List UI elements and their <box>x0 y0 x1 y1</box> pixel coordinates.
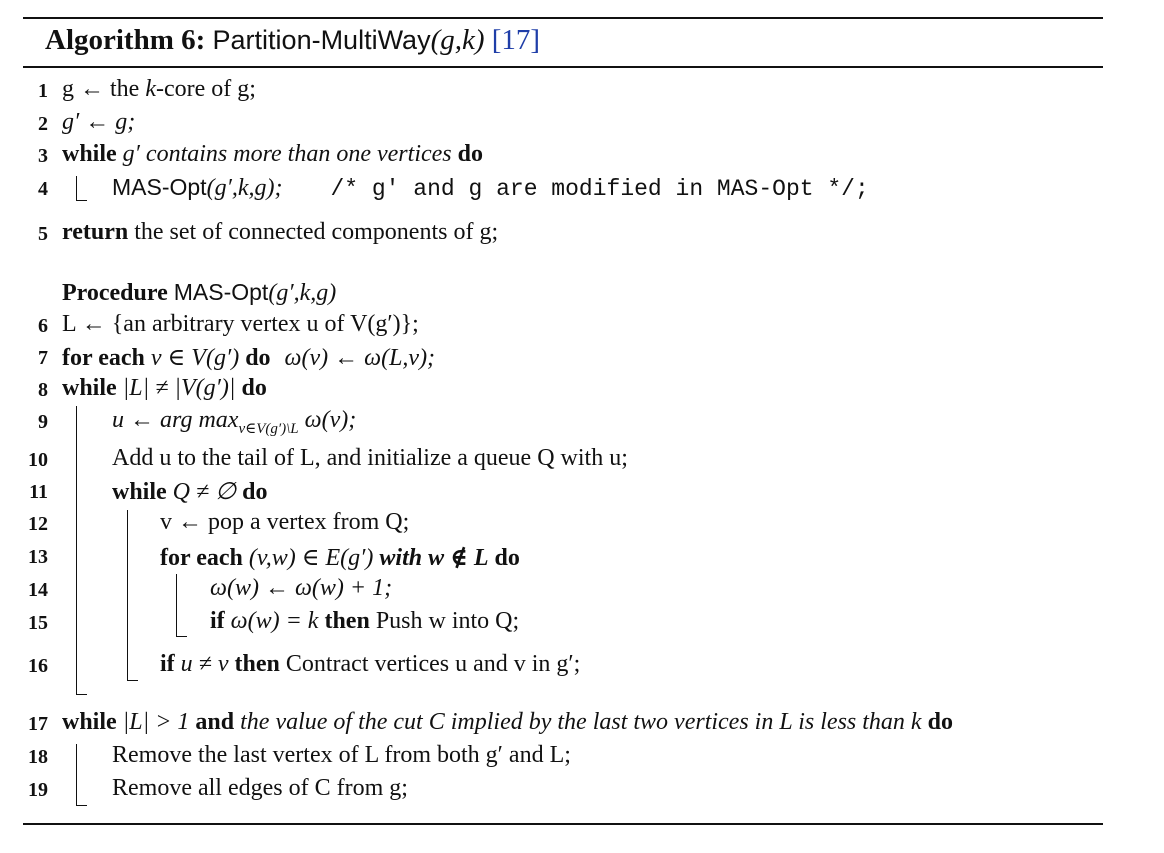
code-line-19: Remove all edges of C from g; <box>112 775 408 801</box>
line-text: -core of g; <box>155 76 256 102</box>
code-line-9: u ← arg maxv∈V(g′)\L ω(v); <box>112 407 356 438</box>
line-text: u ≠ v <box>180 651 229 677</box>
code-line-5: return the set of connected components o… <box>62 219 498 246</box>
line-number: 7 <box>38 347 48 369</box>
block-bar <box>76 406 87 695</box>
line-text: v ∈ V(g′) <box>150 345 240 371</box>
keyword: if <box>210 608 225 634</box>
keyword: do <box>927 709 953 735</box>
line-text: |L| ≠ |V(g′)| <box>122 375 236 401</box>
line-number: 13 <box>28 546 48 568</box>
code-line-11: while Q ≠ ∅ do <box>112 477 267 506</box>
code-line-8: while |L| ≠ |V(g′)| do <box>62 375 267 402</box>
line-number: 14 <box>28 579 48 601</box>
code-line-17: while |L| > 1 and the value of the cut C… <box>62 709 953 736</box>
line-number: 16 <box>28 655 48 677</box>
keyword: while <box>62 709 117 735</box>
keyword: do <box>245 345 271 371</box>
keyword: Procedure <box>62 280 168 306</box>
line-text: Contract vertices u and v in g′; <box>285 651 581 677</box>
caption-rule <box>23 66 1103 68</box>
subscript: v∈V(g′)\L <box>238 420 299 437</box>
keyword: do <box>242 479 268 505</box>
line-number: 15 <box>28 612 48 634</box>
code-line-15: if ω(w) = k then Push w into Q; <box>210 608 519 635</box>
keyword: for each <box>62 345 145 371</box>
line-number: 6 <box>38 315 48 337</box>
code-line-10: Add u to the tail of L, and initialize a… <box>112 445 628 471</box>
code-line-6: L ← {an arbitrary vertex u of V(g′)}; <box>62 311 419 337</box>
code-line-7: for each v ∈ V(g′) do ω(v) ← ω(L,v); <box>62 343 435 372</box>
line-number: 5 <box>38 223 48 245</box>
code-comment: /* g′ and g are modified in MAS-Opt */; <box>330 176 869 202</box>
keyword: while <box>62 141 117 167</box>
line-number: 9 <box>38 411 48 433</box>
line-text: ω(v); <box>304 407 357 433</box>
code-line-2: g′ ← g; <box>62 109 136 135</box>
line-number: 19 <box>28 779 48 801</box>
condition-text: with w ∉ L <box>379 545 489 571</box>
line-text: u ← arg max <box>112 407 239 433</box>
code-line-13: for each (v,w) ∈ E(g′) with w ∉ L do <box>160 542 520 572</box>
procedure-header: Procedure MAS-Opt(g′,k,g) <box>62 279 336 307</box>
line-text: g ← the <box>62 76 146 102</box>
code-line-18: Remove the last vertex of L from both g′… <box>112 742 571 768</box>
line-text: (g′,k,g) <box>268 280 337 306</box>
bottom-rule <box>23 823 1103 825</box>
block-bar <box>76 744 87 806</box>
top-rule <box>23 17 1103 19</box>
line-number: 17 <box>28 713 48 735</box>
line-text: Q ≠ ∅ <box>172 479 237 505</box>
block-bar <box>76 176 87 201</box>
line-number: 12 <box>28 513 48 535</box>
algorithm-caption: Algorithm 6: Partition-MultiWay(g,k) [17… <box>45 24 540 57</box>
line-text: (g′,k,g); <box>206 175 283 201</box>
code-line-12: v ← pop a vertex from Q; <box>160 509 410 535</box>
line-number: 2 <box>38 113 48 135</box>
keyword: and <box>195 709 235 735</box>
block-bar <box>176 574 187 637</box>
keyword: do <box>241 375 267 401</box>
keyword: for each <box>160 545 243 571</box>
line-text: k <box>145 76 156 102</box>
code-line-4: MAS-Opt(g′,k,g); /* g′ and g are modifie… <box>112 174 869 202</box>
line-number: 18 <box>28 746 48 768</box>
caption-args: (g,k) <box>430 24 485 56</box>
keyword: then <box>234 651 280 677</box>
caption-name: Partition-MultiWay <box>212 25 431 55</box>
keyword: return <box>62 219 129 245</box>
line-text: the set of connected components of g; <box>134 219 499 245</box>
line-text: Push w into Q; <box>375 608 520 634</box>
code-line-14: ω(w) ← ω(w) + 1; <box>210 575 393 601</box>
line-text: ω(v) ← ω(L,v); <box>284 345 436 371</box>
line-number: 1 <box>38 80 48 102</box>
condition-text: g′ contains more than one vertices <box>122 141 452 167</box>
keyword: then <box>324 608 370 634</box>
keyword: while <box>112 479 167 505</box>
line-number: 10 <box>28 449 48 471</box>
line-number: 11 <box>29 481 48 503</box>
condition-text: the value of the cut C implied by the la… <box>240 709 922 735</box>
procedure-call: MAS-Opt <box>112 174 207 200</box>
procedure-name: MAS-Opt <box>173 279 269 305</box>
code-line-16: if u ≠ v then Contract vertices u and v … <box>160 651 580 678</box>
line-text: ω(w) = k <box>230 608 319 634</box>
keyword: do <box>457 141 483 167</box>
keyword: if <box>160 651 175 677</box>
caption-label: Algorithm 6: <box>45 24 206 56</box>
citation-link[interactable]: [17] <box>491 24 541 56</box>
code-line-3: while g′ contains more than one vertices… <box>62 141 483 168</box>
keyword: do <box>494 545 520 571</box>
line-text: |L| > 1 <box>122 709 190 735</box>
block-bar <box>127 510 138 681</box>
code-line-1: g ← the k-core of g; <box>62 76 256 103</box>
line-number: 3 <box>38 145 48 167</box>
line-number: 4 <box>38 178 48 200</box>
line-text: (v,w) ∈ E(g′) <box>248 545 374 571</box>
keyword: while <box>62 375 117 401</box>
line-number: 8 <box>38 379 48 401</box>
